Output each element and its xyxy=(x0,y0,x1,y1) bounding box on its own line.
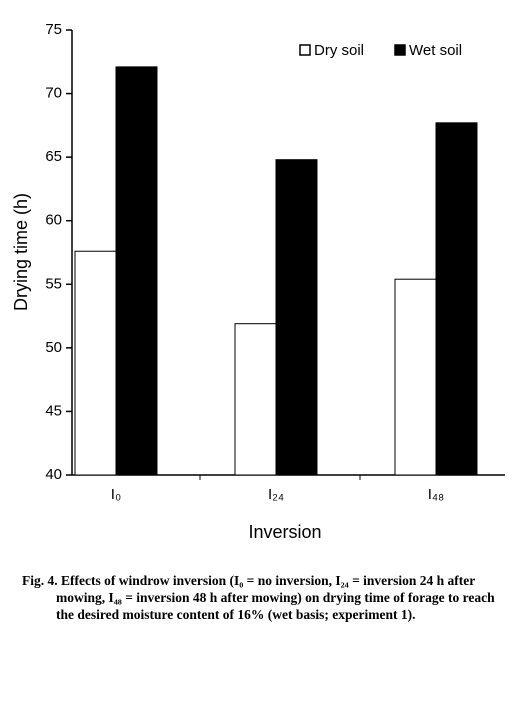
y-tick-label: 75 xyxy=(45,21,62,38)
bar xyxy=(74,250,117,476)
y-tick-label: 65 xyxy=(45,148,62,165)
x-axis-label: Inversion xyxy=(248,522,321,542)
y-tick-label: 45 xyxy=(45,402,62,419)
bar xyxy=(394,278,437,476)
caption: Fig. 4. Effects of windrow inversion (I₀… xyxy=(22,573,495,622)
legend-label: Dry soil xyxy=(314,42,364,59)
legend-label: Wet soil xyxy=(409,42,462,59)
y-tick-label: 40 xyxy=(45,466,62,483)
y-tick-label: 55 xyxy=(45,275,62,292)
y-tick-label: 60 xyxy=(45,212,62,229)
x-tick-label: I₂₄ xyxy=(268,486,284,503)
legend-swatch xyxy=(394,44,406,56)
legend-swatch xyxy=(299,44,311,56)
y-tick-label: 70 xyxy=(45,85,62,102)
chart: Drying time (h) Inversion 40 45 50 55 60 65 70… xyxy=(11,21,505,542)
bar xyxy=(234,323,277,476)
bar xyxy=(275,159,318,476)
bar xyxy=(115,66,158,476)
bar xyxy=(435,122,478,476)
x-tick-label: I₀ xyxy=(111,486,121,503)
x-tick-label: I₄₈ xyxy=(428,486,445,503)
y-tick-label: 50 xyxy=(45,339,62,356)
y-axis-label: Drying time (h) xyxy=(11,193,31,311)
